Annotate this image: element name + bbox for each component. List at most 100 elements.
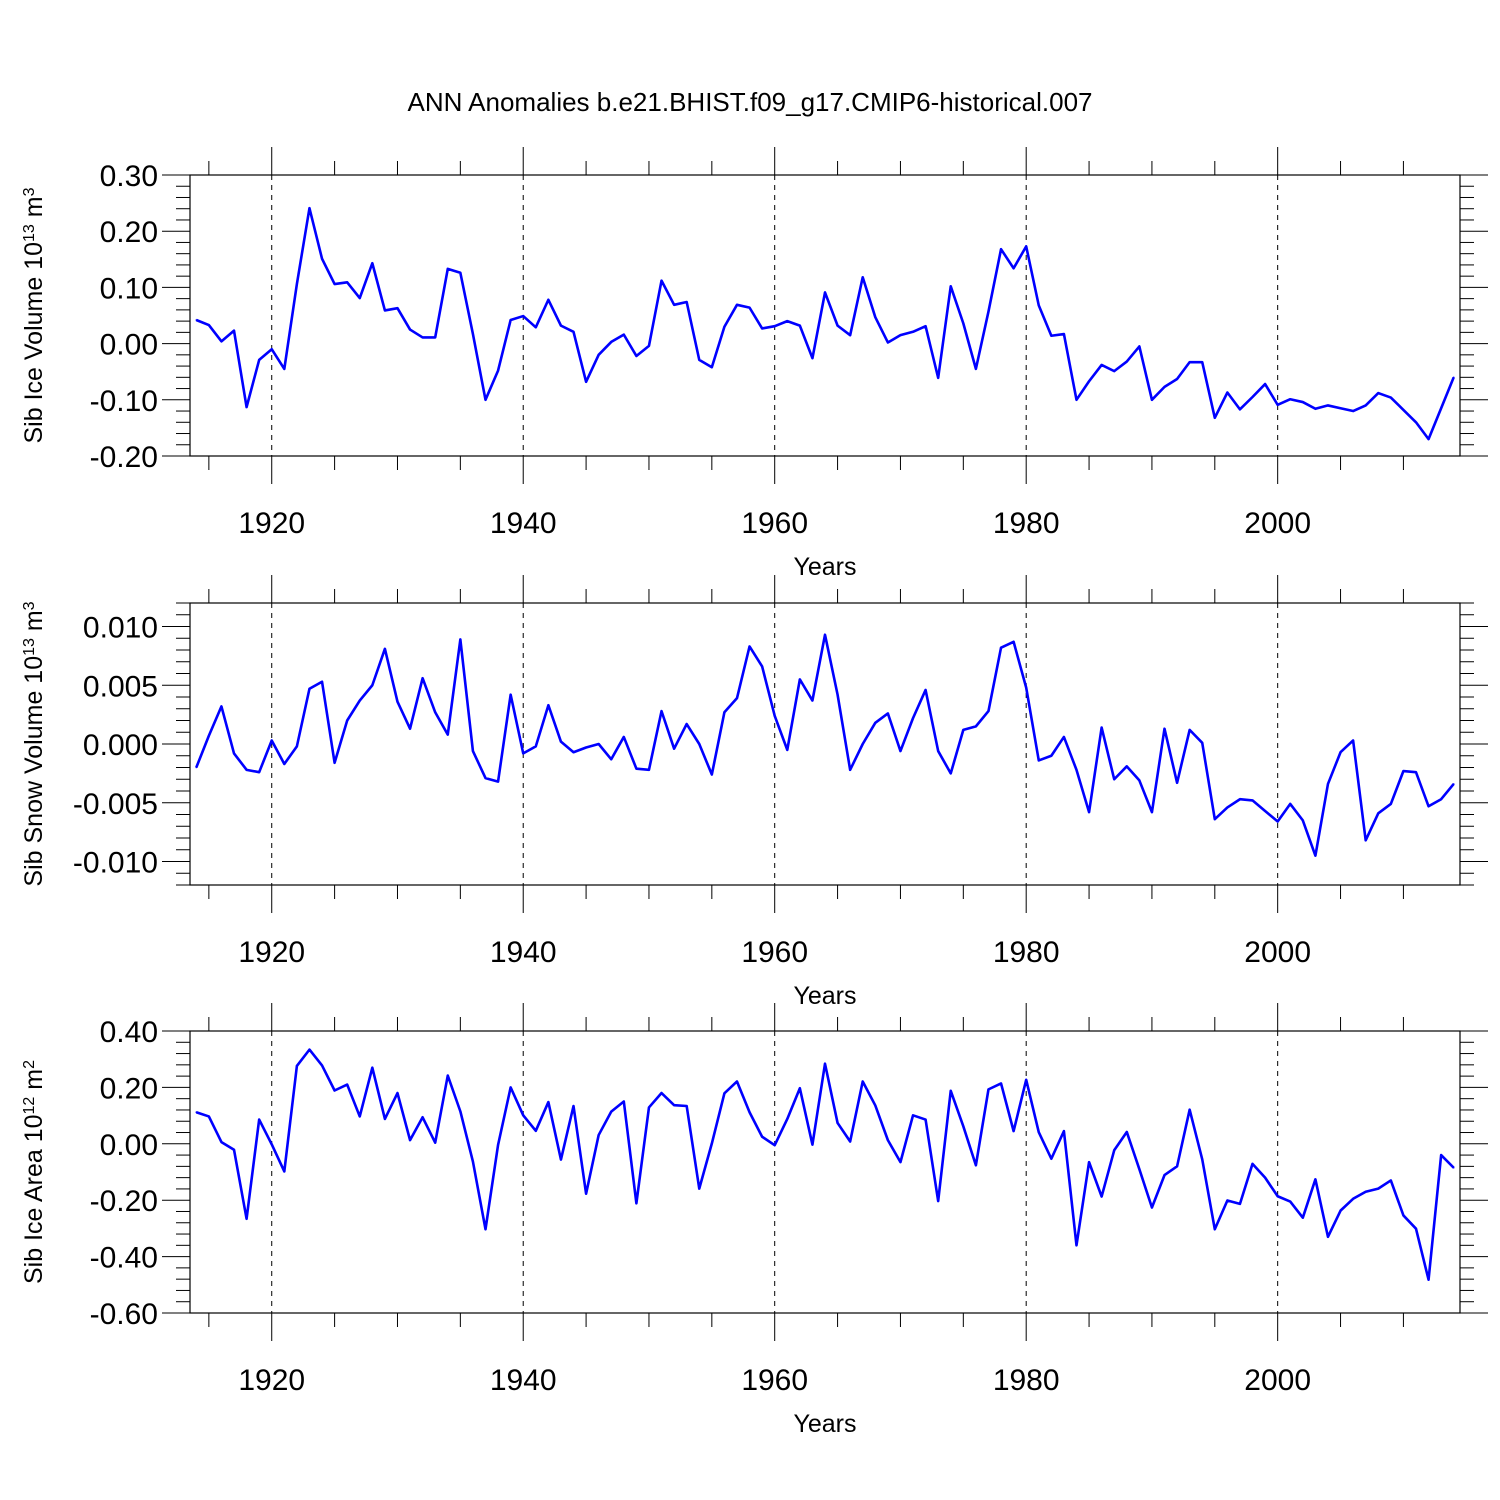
x-tick-label: 1980 [993, 936, 1060, 969]
data-point [975, 725, 977, 728]
data-point [648, 769, 650, 771]
data-point [1151, 399, 1153, 401]
data-point [799, 324, 801, 327]
data-point [233, 329, 235, 332]
data-point [534, 1130, 537, 1132]
data-point [937, 750, 939, 752]
data-point [685, 723, 688, 725]
data-point [1452, 376, 1455, 379]
data-point [1100, 364, 1103, 366]
data-point [975, 368, 977, 370]
data-point [887, 341, 889, 344]
figure-title: ANN Anomalies b.e21.BHIST.f09_g17.CMIP6-… [407, 87, 1092, 117]
data-point [1390, 803, 1392, 805]
data-point [409, 328, 411, 331]
data-point [1037, 304, 1040, 307]
data-point [899, 334, 902, 336]
data-point [711, 366, 713, 369]
y-axis-title-unit: m [20, 610, 48, 638]
data-point [208, 734, 210, 737]
data-point [245, 406, 248, 408]
data-point [1201, 361, 1204, 363]
data-point [1113, 778, 1116, 781]
data-point [459, 638, 462, 641]
data-point [597, 743, 600, 745]
data-point [459, 1110, 462, 1113]
data-point [761, 665, 763, 668]
data-point [924, 325, 927, 327]
data-point [484, 1228, 487, 1231]
data-series-line [195, 633, 1455, 857]
plot-frame [189, 602, 1461, 886]
data-point [874, 1104, 877, 1107]
data-point [836, 693, 839, 696]
data-point [283, 1170, 286, 1173]
data-point [1125, 360, 1128, 363]
data-point [937, 377, 939, 379]
data-point [1314, 1178, 1317, 1181]
data-point [220, 1141, 223, 1143]
chart-panel-2: -0.010 -0.005 0.000 0.005 0.010 1920 1940 1960 1… [20, 575, 1488, 1010]
data-point [308, 1048, 311, 1051]
data-point [333, 762, 336, 764]
data-point [1327, 404, 1329, 407]
data-point [861, 743, 864, 745]
y-axis-title: Sib Snow Volume 1013 m3 [20, 601, 48, 886]
y-tick-label: -0.20 [90, 441, 158, 474]
data-point [1100, 726, 1103, 729]
data-point [560, 740, 562, 743]
data-point [1390, 1179, 1392, 1182]
data-point [1025, 686, 1027, 689]
data-point [1037, 759, 1040, 762]
data-point [1364, 1190, 1367, 1193]
data-point [711, 1142, 713, 1145]
data-point [195, 1111, 198, 1114]
data-point [912, 330, 914, 333]
data-point [1302, 819, 1304, 822]
data-point [1063, 1130, 1065, 1132]
data-point [761, 1135, 763, 1138]
data-point [949, 1089, 952, 1092]
data-point [849, 334, 851, 336]
data-point [1264, 1176, 1266, 1179]
data-point [233, 752, 235, 755]
data-point [1000, 248, 1002, 250]
y-axis-title-unit-exponent: 2 [21, 1060, 38, 1069]
data-point [698, 359, 701, 361]
data-point [509, 319, 512, 321]
data-point [1402, 409, 1405, 411]
data-point [472, 1160, 474, 1163]
data-point [1427, 438, 1430, 440]
data-point [937, 1200, 939, 1202]
data-point [874, 316, 877, 318]
y-tick-label: -0.10 [90, 385, 158, 418]
data-point [434, 1141, 436, 1144]
data-point [484, 777, 487, 779]
data-point [962, 729, 965, 731]
data-point [1050, 334, 1053, 337]
data-point [472, 333, 474, 335]
data-point [1050, 1157, 1053, 1160]
x-tick-label: 1940 [490, 507, 557, 540]
data-point [987, 710, 990, 712]
data-point [1138, 345, 1141, 348]
x-tick-label: 1920 [238, 1364, 305, 1397]
chart-panel-1: -0.20 -0.10 0.00 0.10 0.20 0.30 1920 1940 1960 19… [20, 147, 1488, 581]
data-point [736, 1080, 738, 1083]
data-point [1088, 1161, 1090, 1163]
data-point [786, 320, 789, 322]
data-point [635, 355, 638, 357]
data-point [1163, 727, 1166, 730]
data-point [786, 749, 789, 751]
data-point [547, 704, 550, 707]
data-point [1088, 380, 1090, 383]
data-point [321, 1064, 323, 1067]
data-point [660, 1092, 663, 1094]
data-point [962, 322, 965, 325]
y-axis-title-main: Sib Ice Area 10 [20, 1114, 48, 1284]
data-point [799, 678, 801, 681]
data-point [1214, 416, 1216, 419]
data-point [987, 310, 990, 313]
y-tick-label: -0.010 [73, 847, 158, 880]
data-point [761, 327, 763, 330]
